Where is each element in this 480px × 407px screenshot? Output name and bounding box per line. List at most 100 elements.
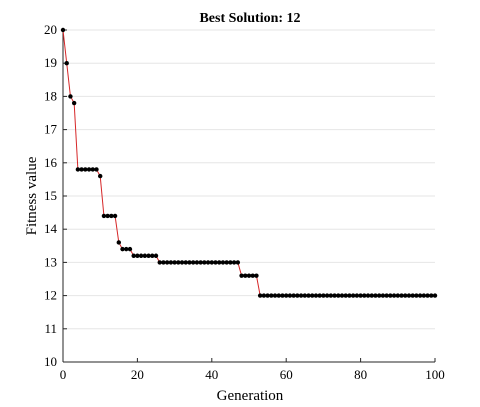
y-tick-label: 13 (44, 254, 57, 269)
x-tick-label: 100 (425, 367, 445, 382)
data-point (261, 293, 267, 298)
y-tick-label: 15 (44, 188, 57, 203)
data-point (94, 167, 99, 172)
y-tick-label: 20 (44, 22, 57, 37)
data-point (269, 293, 274, 298)
data-point (403, 293, 408, 298)
data-point (198, 260, 203, 265)
y-tick-label: 12 (44, 288, 57, 303)
data-point (332, 293, 337, 298)
data-point (116, 240, 122, 245)
data-point (347, 293, 352, 298)
data-point (406, 293, 412, 298)
x-tick-label: 80 (354, 367, 367, 382)
data-point (291, 293, 296, 298)
y-axis-label: Fitness value (24, 156, 40, 235)
data-point (187, 260, 192, 265)
data-point (432, 293, 438, 298)
data-point (284, 293, 289, 298)
data-point (414, 293, 419, 298)
data-point (71, 100, 77, 106)
data-point (343, 293, 348, 298)
y-tick-label: 14 (44, 221, 58, 236)
data-point (298, 293, 304, 298)
data-point (425, 293, 430, 298)
data-point (90, 167, 95, 172)
data-point (302, 293, 307, 298)
data-point (265, 293, 270, 298)
data-point (317, 293, 322, 298)
data-point (272, 293, 278, 298)
data-point (295, 293, 300, 298)
data-point (168, 260, 174, 265)
data-point (161, 260, 166, 265)
data-point (131, 253, 136, 258)
data-point (429, 293, 434, 298)
data-point (287, 293, 293, 298)
data-point (328, 293, 334, 298)
data-point (369, 293, 374, 298)
data-point (138, 253, 144, 258)
data-point (324, 293, 330, 298)
data-point (205, 260, 211, 265)
data-point (127, 246, 133, 252)
data-point (68, 94, 73, 99)
data-point (228, 260, 233, 265)
data-point (246, 273, 252, 278)
data-point (391, 293, 397, 298)
data-point (217, 260, 222, 265)
data-point (336, 293, 341, 298)
data-point (380, 293, 386, 298)
data-point (176, 260, 181, 265)
data-point (109, 213, 114, 219)
data-point (194, 260, 200, 265)
data-point (339, 293, 345, 298)
data-point (365, 293, 371, 298)
series-markers (60, 27, 438, 298)
data-point (183, 260, 188, 265)
data-point (112, 213, 118, 219)
data-point (395, 293, 400, 298)
data-point (157, 260, 162, 265)
y-tick-label: 17 (44, 122, 58, 137)
data-point (306, 293, 311, 298)
y-tick-label: 16 (44, 155, 58, 170)
data-point (220, 260, 226, 265)
data-point (224, 260, 229, 265)
data-point (120, 246, 125, 252)
data-point (79, 167, 84, 172)
data-point (384, 293, 389, 298)
data-point (410, 293, 415, 298)
data-point (399, 293, 404, 298)
x-tick-label: 40 (205, 367, 218, 382)
y-tick-label: 10 (44, 354, 57, 369)
data-point (124, 246, 129, 252)
data-point (209, 260, 214, 265)
data-point (191, 260, 196, 265)
data-point (164, 260, 170, 265)
data-point (257, 293, 263, 298)
data-point (354, 293, 360, 298)
tick-labels: 10 11 12 13 14 15 16 17 18 19 20 0 20 40 60 80 100 (44, 22, 445, 382)
data-point (135, 253, 140, 258)
y-tick-label: 11 (44, 321, 57, 336)
y-tick-label: 18 (44, 88, 57, 103)
grid (63, 29, 435, 363)
data-point (377, 293, 382, 298)
data-point (153, 253, 159, 258)
x-tick-label: 20 (131, 367, 144, 382)
x-tick-label: 60 (280, 367, 293, 382)
data-point (310, 293, 315, 298)
data-point (75, 167, 81, 172)
data-point (101, 213, 107, 219)
data-point (150, 253, 155, 258)
data-point (83, 167, 88, 172)
data-point (86, 167, 92, 172)
data-point (213, 260, 218, 265)
data-point (417, 293, 423, 298)
data-point (280, 293, 285, 298)
data-point (350, 293, 356, 298)
